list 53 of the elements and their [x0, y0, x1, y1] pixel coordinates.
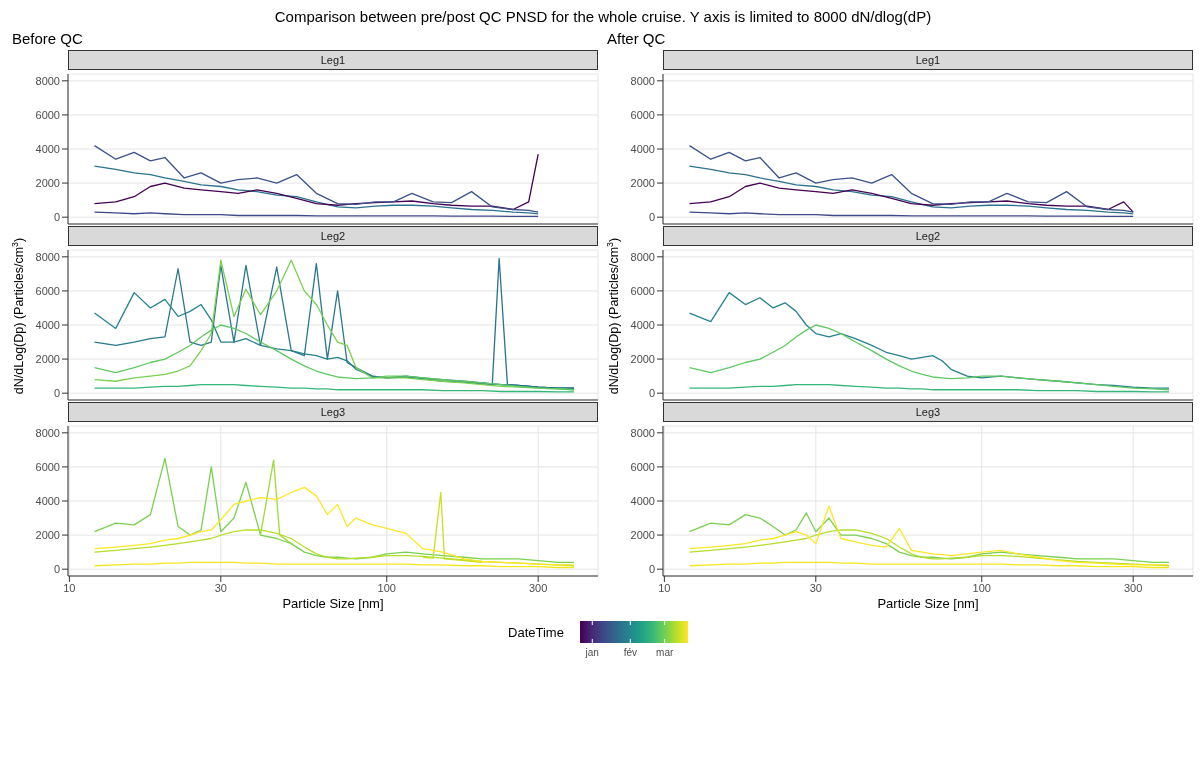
y-tick-label: 2000 — [630, 529, 655, 541]
y-tick-label: 4000 — [35, 494, 60, 507]
chart-subtitle: Before QC — [11, 30, 84, 49]
y-tick-label: 6000 — [35, 284, 60, 297]
y-tick-label: 6000 — [630, 108, 655, 121]
color-bar-label: fév — [623, 647, 637, 658]
color-bar-title: DateTime — [508, 625, 564, 640]
y-tick-label: 8000 — [35, 250, 60, 263]
y-tick-label: 2000 — [35, 353, 60, 365]
chart-title: Leg3 — [68, 402, 598, 422]
y-tick-label: 6000 — [630, 460, 655, 473]
y-tick-label: 6000 — [630, 284, 655, 297]
y-tick-label: 4000 — [630, 494, 655, 507]
y-tick-label: 8000 — [630, 426, 655, 439]
y-tick-label: 0 — [53, 563, 60, 576]
x-tick-label: 30 — [214, 581, 227, 594]
x-tick-label: 300 — [1124, 581, 1143, 594]
y-tick-label: 2000 — [630, 177, 655, 189]
x-tick-label: 10 — [658, 581, 671, 594]
y-tick-label: 2000 — [630, 353, 655, 365]
chart-title: Leg2 — [663, 226, 1193, 246]
y-tick-label: 4000 — [630, 318, 655, 331]
y-tick-label: 0 — [648, 387, 655, 400]
y-tick-label: 8000 — [630, 74, 655, 87]
chart-title: Leg1 — [663, 50, 1193, 70]
x-axis-title: Particle Size [nm] — [281, 596, 385, 611]
chart-title: Leg1 — [68, 50, 598, 70]
color-bar-label: jan — [584, 647, 599, 658]
chart-title: Leg2 — [68, 226, 598, 246]
y-tick-label: 0 — [648, 563, 655, 576]
y-tick-label: 0 — [648, 211, 655, 224]
color-bar-label: mar — [656, 647, 674, 658]
y-tick-label: 4000 — [35, 142, 60, 155]
x-tick-label: 30 — [809, 581, 822, 594]
y-tick-label: 4000 — [35, 318, 60, 331]
text: Comparison between pre/post QC PNSD for the whole cruise. Y axis is limited to 8000 dN/dlog(dP) — [273, 8, 933, 27]
chart-subtitle: After QC — [606, 30, 667, 49]
y-tick-label: 6000 — [35, 460, 60, 473]
y-tick-label: 4000 — [630, 142, 655, 155]
chart-title: Leg3 — [663, 402, 1193, 422]
y-tick-label: 6000 — [35, 108, 60, 121]
x-tick-label: 100 — [972, 581, 991, 594]
x-tick-label: 10 — [63, 581, 76, 594]
x-tick-label: 300 — [529, 581, 548, 594]
x-tick-label: 100 — [377, 581, 396, 594]
y-tick-label: 2000 — [35, 529, 60, 541]
y-tick-label: 8000 — [35, 74, 60, 87]
y-tick-label: 8000 — [630, 250, 655, 263]
y-tick-label: 8000 — [35, 426, 60, 439]
y-tick-label: 2000 — [35, 177, 60, 189]
y-tick-label: 0 — [53, 387, 60, 400]
x-axis-title: Particle Size [nm] — [876, 596, 980, 611]
y-tick-label: 0 — [53, 211, 60, 224]
